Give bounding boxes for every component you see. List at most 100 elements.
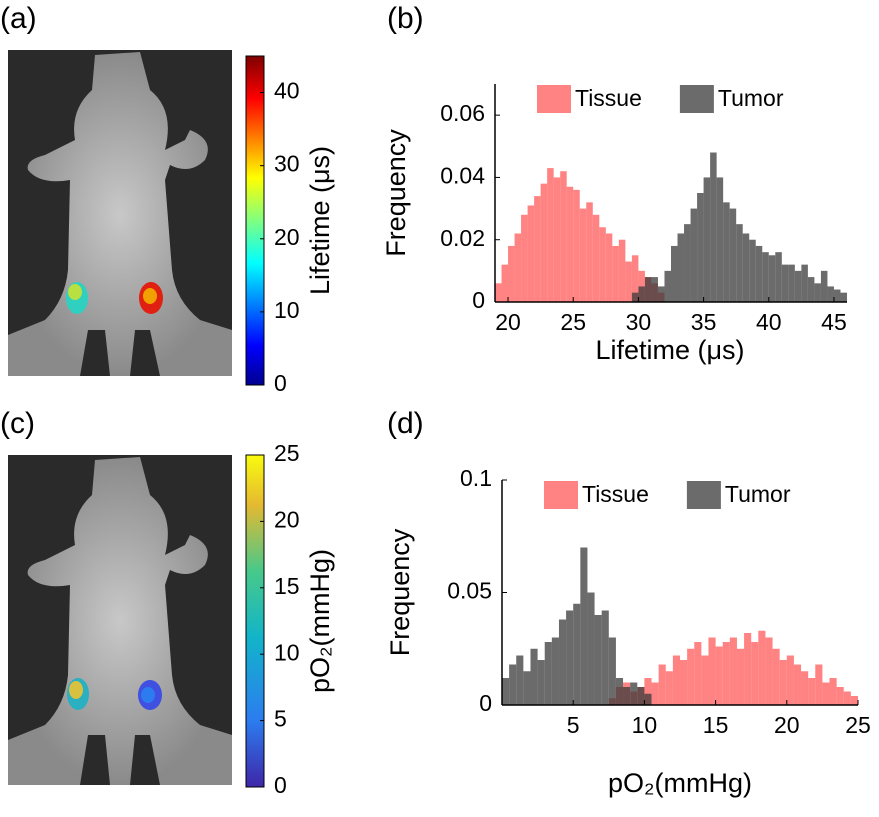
y-tick-label: 0: [472, 287, 485, 313]
histogram-bar: [605, 233, 613, 302]
histogram-bar: [723, 202, 730, 302]
histogram-bar: [630, 682, 638, 705]
histogram-bar: [587, 592, 595, 705]
colorbar-label: Lifetime (μs): [305, 146, 335, 295]
panel-label: (d): [387, 407, 424, 440]
colorbar-tick-label: 20: [274, 224, 300, 250]
histogram-bar: [623, 687, 631, 705]
y-tick-label: 0.06: [440, 100, 485, 126]
histogram-bar: [651, 682, 659, 705]
histogram-bar: [815, 664, 823, 705]
histogram-bar: [680, 660, 688, 705]
histogram-bar: [749, 239, 756, 302]
histogram-bar: [540, 183, 548, 302]
histogram-bar: [772, 648, 780, 705]
histogram-bar: [664, 270, 671, 302]
histogram-bar: [762, 252, 769, 302]
x-tick-label: 20: [495, 309, 521, 335]
histogram-bar: [551, 637, 559, 705]
colorbar-tick-label: 20: [274, 506, 300, 532]
histogram-bar: [537, 660, 545, 705]
histogram-bar: [722, 642, 730, 705]
histogram-bar: [521, 214, 528, 302]
histogram-bar: [644, 693, 652, 705]
histogram-bar: [530, 648, 538, 705]
histogram-bar: [708, 637, 716, 705]
histogram-bar: [651, 277, 658, 302]
histogram-bar: [579, 208, 587, 302]
colorbar-tick-label: 15: [274, 573, 300, 599]
legend-label: Tissue: [582, 481, 649, 507]
histogram-bar: [618, 239, 626, 302]
histogram-bar: [742, 233, 750, 302]
histogram-bar: [599, 227, 606, 302]
histogram-bar: [637, 687, 645, 705]
histogram-bar: [829, 678, 837, 705]
x-tick-label: 25: [560, 309, 586, 335]
histogram-bar: [801, 264, 808, 302]
histogram-bar: [631, 255, 639, 302]
x-tick-label: 30: [626, 309, 652, 335]
y-tick-label: 0.04: [440, 163, 485, 189]
histogram-bar: [716, 177, 724, 302]
legend-swatch: [537, 85, 571, 113]
panel-label: (c): [0, 407, 35, 440]
colorbar-tick-label: 40: [274, 78, 300, 104]
histogram-bar: [701, 655, 709, 705]
histogram-bar: [514, 233, 522, 302]
histogram-bar: [768, 255, 776, 302]
histogram-bar: [820, 270, 828, 302]
histogram-bar: [547, 168, 554, 302]
histogram-bar: [781, 264, 789, 302]
histogram-bar: [644, 277, 652, 302]
histogram-bar: [850, 696, 858, 705]
histogram-bar: [684, 224, 691, 302]
histogram-bar: [573, 189, 580, 302]
histogram-bar: [755, 245, 763, 302]
y-tick-label: 0.1: [460, 465, 492, 491]
histogram-bar: [703, 177, 711, 302]
histogram-bar: [814, 283, 821, 302]
histogram-bar: [840, 292, 847, 302]
histogram-bar: [527, 205, 535, 302]
histogram-bar: [615, 678, 624, 705]
histogram-bar: [566, 186, 574, 302]
histogram-bar: [690, 208, 698, 302]
histogram-bar: [793, 664, 802, 705]
histogram-bar: [516, 655, 524, 705]
y-axis-label: Frequency: [385, 528, 415, 656]
legend-swatch: [686, 481, 721, 509]
histogram-bar: [694, 642, 702, 705]
histogram-bar: [534, 196, 541, 302]
histogram-bar: [638, 286, 645, 302]
x-tick-label: 45: [821, 309, 847, 335]
histogram-bar: [644, 678, 652, 705]
histogram-bar: [508, 245, 515, 302]
legend-label: Tissue: [575, 85, 642, 111]
histogram-bar: [775, 252, 782, 302]
histogram-bar: [566, 610, 574, 705]
histogram-bar: [560, 171, 567, 302]
histogram-bar: [631, 292, 639, 302]
x-tick-label: 40: [756, 309, 782, 335]
colorbar-tick-label: 25: [274, 440, 300, 466]
colorbar-tick-label: 10: [274, 297, 300, 323]
histogram-bar: [558, 619, 567, 705]
legend-label: Tumor: [718, 85, 784, 111]
histogram-bar: [612, 245, 619, 302]
histogram-bar: [573, 603, 581, 705]
histogram-bar: [808, 678, 816, 705]
histogram-bar: [833, 289, 841, 302]
histogram-bar: [665, 671, 673, 705]
histogram-bar: [836, 687, 844, 705]
histogram-bar: [779, 660, 787, 705]
mouse-image-c: [8, 455, 232, 785]
x-tick-label: 10: [632, 712, 658, 738]
colorbar-label: pO₂(mmHg): [305, 549, 335, 693]
colorbar-tick-label: 30: [274, 151, 300, 177]
histogram-bar: [544, 642, 552, 705]
histogram-bar: [710, 152, 717, 302]
histogram-bar: [608, 637, 616, 705]
histogram-bar: [736, 224, 743, 302]
